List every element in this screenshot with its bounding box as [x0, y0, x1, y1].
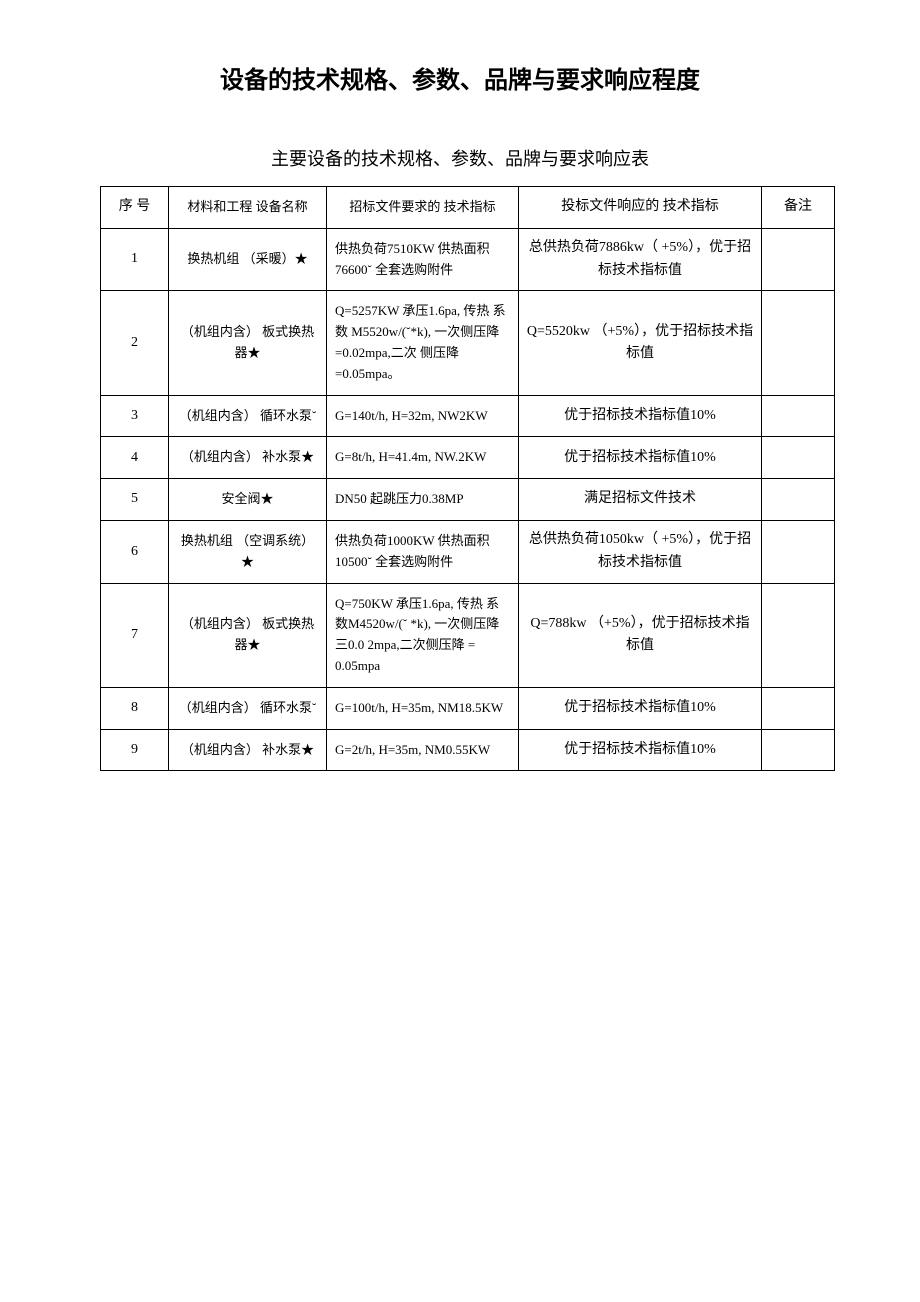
- table-row: 4 （机组内含） 补水泵★ G=8t/h, H=41.4m, NW.2KW 优于…: [101, 437, 835, 479]
- cell-seq: 2: [101, 291, 169, 395]
- cell-resp: 优于招标技术指标值10%: [519, 395, 762, 437]
- main-title: 设备的技术规格、参数、品牌与要求响应程度: [100, 60, 820, 95]
- cell-name: （机组内含） 板式换热器★: [169, 583, 327, 687]
- cell-resp: Q=5520kw （+5%），优于招标技术指标值: [519, 291, 762, 395]
- cell-note: [762, 395, 835, 437]
- cell-name: （机组内含） 循环水泵˘: [169, 687, 327, 729]
- cell-note: [762, 520, 835, 583]
- cell-resp: 满足招标文件技术: [519, 479, 762, 521]
- cell-req: G=8t/h, H=41.4m, NW.2KW: [327, 437, 519, 479]
- table-row: 8 （机组内含） 循环水泵˘ G=100t/h, H=35m, NM18.5KW…: [101, 687, 835, 729]
- header-name: 材料和工程 设备名称: [169, 187, 327, 229]
- cell-resp: 优于招标技术指标值10%: [519, 687, 762, 729]
- cell-note: [762, 479, 835, 521]
- table-row: 3 （机组内含） 循环水泵˘ G=140t/h, H=32m, NW2KW 优于…: [101, 395, 835, 437]
- cell-seq: 6: [101, 520, 169, 583]
- table-row: 2 （机组内含） 板式换热器★ Q=5257KW 承压1.6pa, 传热 系数 …: [101, 291, 835, 395]
- sub-title: 主要设备的技术规格、参数、品牌与要求响应表: [100, 145, 820, 171]
- cell-resp: Q=788kw （+5%），优于招标技术指标值: [519, 583, 762, 687]
- cell-req: 供热负荷1000KW 供热面积 10500˘ 全套选购附件: [327, 520, 519, 583]
- cell-req: G=2t/h, H=35m, NM0.55KW: [327, 729, 519, 771]
- cell-req: Q=5257KW 承压1.6pa, 传热 系数 M5520w/(˘*k), 一次…: [327, 291, 519, 395]
- cell-seq: 7: [101, 583, 169, 687]
- table-row: 5 安全阀★ DN50 起跳压力0.38MP 满足招标文件技术: [101, 479, 835, 521]
- cell-name: （机组内含） 补水泵★: [169, 437, 327, 479]
- cell-resp: 优于招标技术指标值10%: [519, 437, 762, 479]
- cell-resp: 优于招标技术指标值10%: [519, 729, 762, 771]
- table-row: 1 换热机组 （采暖）★ 供热负荷7510KW 供热面积 76600˘ 全套选购…: [101, 228, 835, 291]
- equipment-table: 序 号 材料和工程 设备名称 招标文件要求的 技术指标 投标文件响应的 技术指标…: [100, 186, 835, 771]
- cell-name: 安全阀★: [169, 479, 327, 521]
- table-row: 7 （机组内含） 板式换热器★ Q=750KW 承压1.6pa, 传热 系数M4…: [101, 583, 835, 687]
- cell-seq: 1: [101, 228, 169, 291]
- header-seq: 序 号: [101, 187, 169, 229]
- table-row: 6 换热机组 （空调系统）★ 供热负荷1000KW 供热面积 10500˘ 全套…: [101, 520, 835, 583]
- cell-note: [762, 228, 835, 291]
- cell-req: 供热负荷7510KW 供热面积 76600˘ 全套选购附件: [327, 228, 519, 291]
- cell-req: Q=750KW 承压1.6pa, 传热 系数M4520w/(˘ *k), 一次侧…: [327, 583, 519, 687]
- cell-name: （机组内含） 循环水泵˘: [169, 395, 327, 437]
- cell-note: [762, 583, 835, 687]
- cell-note: [762, 729, 835, 771]
- cell-seq: 4: [101, 437, 169, 479]
- cell-name: （机组内含） 补水泵★: [169, 729, 327, 771]
- cell-note: [762, 687, 835, 729]
- cell-seq: 3: [101, 395, 169, 437]
- header-note: 备注: [762, 187, 835, 229]
- cell-name: 换热机组 （采暖）★: [169, 228, 327, 291]
- cell-resp: 总供热负荷1050kw（ +5%），优于招标技术指标值: [519, 520, 762, 583]
- cell-resp: 总供热负荷7886kw（ +5%），优于招标技术指标值: [519, 228, 762, 291]
- cell-seq: 9: [101, 729, 169, 771]
- cell-req: DN50 起跳压力0.38MP: [327, 479, 519, 521]
- table-row: 9 （机组内含） 补水泵★ G=2t/h, H=35m, NM0.55KW 优于…: [101, 729, 835, 771]
- cell-req: G=100t/h, H=35m, NM18.5KW: [327, 687, 519, 729]
- table-header-row: 序 号 材料和工程 设备名称 招标文件要求的 技术指标 投标文件响应的 技术指标…: [101, 187, 835, 229]
- cell-seq: 8: [101, 687, 169, 729]
- table-body: 1 换热机组 （采暖）★ 供热负荷7510KW 供热面积 76600˘ 全套选购…: [101, 228, 835, 771]
- header-resp: 投标文件响应的 技术指标: [519, 187, 762, 229]
- cell-note: [762, 437, 835, 479]
- cell-name: 换热机组 （空调系统）★: [169, 520, 327, 583]
- cell-req: G=140t/h, H=32m, NW2KW: [327, 395, 519, 437]
- header-req: 招标文件要求的 技术指标: [327, 187, 519, 229]
- cell-name: （机组内含） 板式换热器★: [169, 291, 327, 395]
- cell-note: [762, 291, 835, 395]
- cell-seq: 5: [101, 479, 169, 521]
